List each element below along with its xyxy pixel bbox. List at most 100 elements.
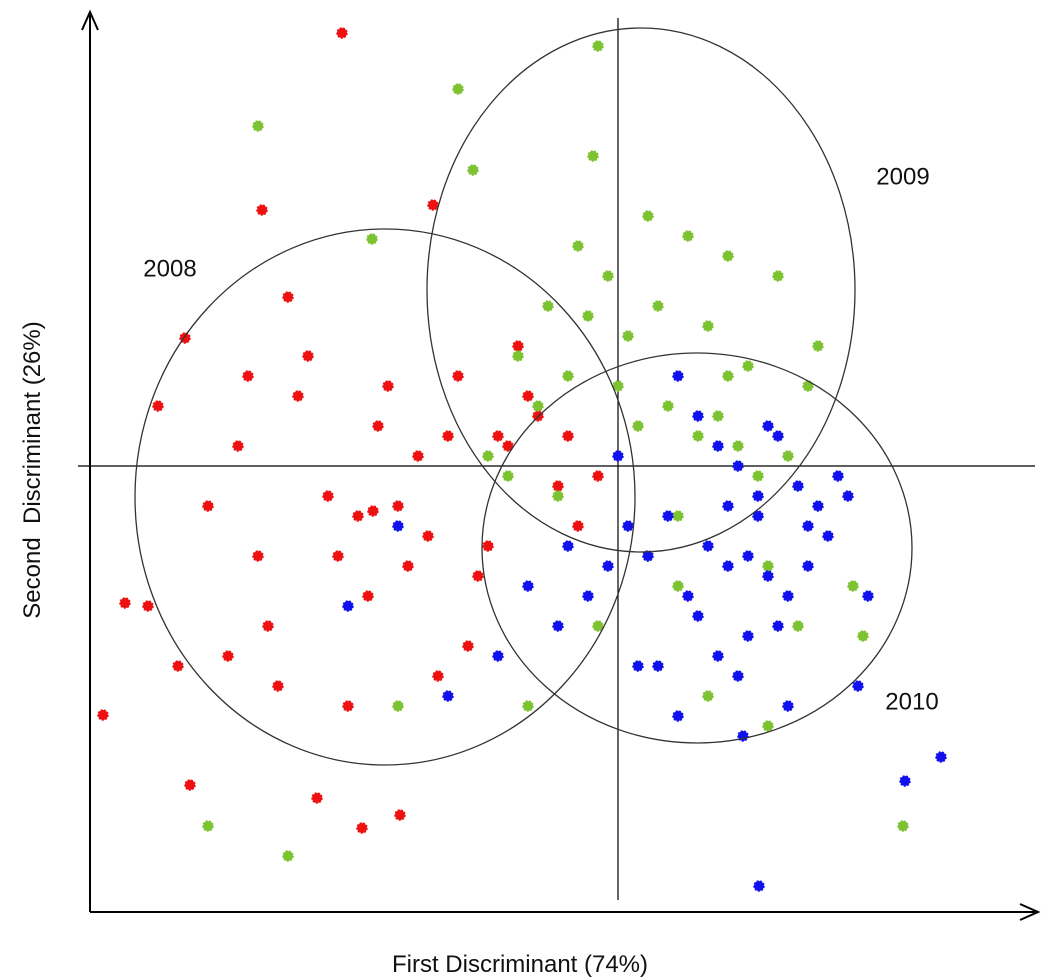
- point: [722, 500, 734, 512]
- point: [512, 350, 524, 362]
- point: [802, 520, 814, 532]
- point: [702, 320, 714, 332]
- point: [272, 680, 284, 692]
- point: [142, 600, 154, 612]
- point: [702, 540, 714, 552]
- point: [702, 690, 714, 702]
- point: [97, 709, 109, 721]
- point: [472, 570, 484, 582]
- point: [427, 199, 439, 211]
- point: [282, 291, 294, 303]
- point: [672, 510, 684, 522]
- point: [692, 430, 704, 442]
- point: [842, 490, 854, 502]
- point: [732, 460, 744, 472]
- point: [542, 300, 554, 312]
- point: [332, 550, 344, 562]
- point: [292, 390, 304, 402]
- point: [442, 690, 454, 702]
- point: [782, 590, 794, 602]
- point: [172, 660, 184, 672]
- point: [232, 440, 244, 452]
- point: [432, 670, 444, 682]
- point: [857, 630, 869, 642]
- point: [252, 550, 264, 562]
- point: [812, 500, 824, 512]
- point: [602, 560, 614, 572]
- point: [822, 530, 834, 542]
- y-arrow: [81, 9, 99, 31]
- point: [562, 540, 574, 552]
- point: [692, 410, 704, 422]
- group-label: 2009: [876, 163, 929, 190]
- point: [392, 700, 404, 712]
- group-ellipse: [481, 352, 913, 744]
- point: [362, 590, 374, 602]
- point: [632, 420, 644, 432]
- y-axis-title: Second Discriminant (26%): [19, 321, 46, 618]
- point: [742, 630, 754, 642]
- point: [522, 700, 534, 712]
- point: [732, 670, 744, 682]
- point: [492, 650, 504, 662]
- point: [862, 590, 874, 602]
- point: [752, 490, 764, 502]
- point: [712, 410, 724, 422]
- point: [722, 560, 734, 572]
- point: [482, 450, 494, 462]
- point: [682, 590, 694, 602]
- point: [302, 350, 314, 362]
- point: [467, 164, 479, 176]
- point: [452, 370, 464, 382]
- point: [356, 822, 368, 834]
- point: [572, 520, 584, 532]
- point: [762, 420, 774, 432]
- point: [802, 560, 814, 572]
- point: [672, 710, 684, 722]
- point: [492, 430, 504, 442]
- point: [462, 640, 474, 652]
- point: [392, 500, 404, 512]
- point: [762, 720, 774, 732]
- point: [222, 650, 234, 662]
- point: [772, 620, 784, 632]
- point: [119, 597, 131, 609]
- point: [742, 550, 754, 562]
- point: [662, 400, 674, 412]
- point: [572, 240, 584, 252]
- point: [812, 340, 824, 352]
- point: [732, 440, 744, 452]
- point: [352, 510, 364, 522]
- point: [552, 490, 564, 502]
- point: [336, 27, 348, 39]
- point: [672, 580, 684, 592]
- point: [672, 370, 684, 382]
- point: [722, 370, 734, 382]
- group-ellipse: [134, 228, 636, 766]
- point: [202, 500, 214, 512]
- point: [587, 150, 599, 162]
- point: [342, 700, 354, 712]
- point: [422, 530, 434, 542]
- point: [592, 620, 604, 632]
- point: [552, 620, 564, 632]
- point: [367, 505, 379, 517]
- point: [762, 570, 774, 582]
- point: [852, 680, 864, 692]
- point: [372, 420, 384, 432]
- point: [622, 520, 634, 532]
- point: [712, 650, 724, 662]
- point: [612, 450, 624, 462]
- point: [792, 480, 804, 492]
- group-ellipse: [426, 27, 856, 553]
- point: [782, 700, 794, 712]
- point: [782, 450, 794, 462]
- point: [442, 430, 454, 442]
- point: [522, 580, 534, 592]
- point: [512, 340, 524, 352]
- point: [282, 850, 294, 862]
- point: [392, 520, 404, 532]
- point: [752, 510, 764, 522]
- point: [935, 751, 947, 763]
